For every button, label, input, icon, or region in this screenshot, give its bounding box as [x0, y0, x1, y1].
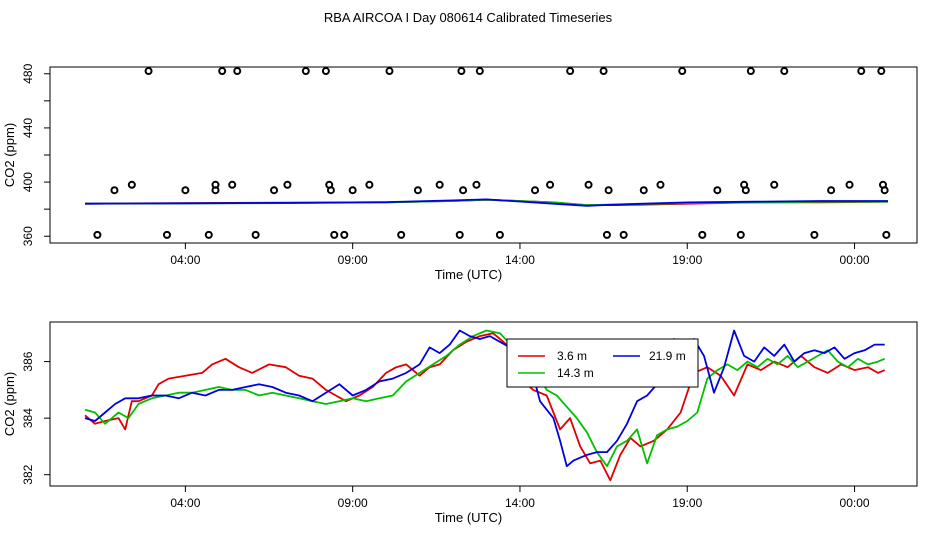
- plot-frame: [49, 66, 918, 244]
- x-tick-label: 04:00: [170, 496, 200, 510]
- data-point: [204, 230, 213, 239]
- y-tick-label: 400: [21, 172, 35, 192]
- data-point: [385, 67, 394, 76]
- data-point: [877, 67, 886, 76]
- data-point: [218, 67, 227, 76]
- data-point: [713, 186, 722, 195]
- data-point: [827, 186, 836, 195]
- data-point: [810, 230, 819, 239]
- data-point: [736, 230, 745, 239]
- data-point: [882, 230, 891, 239]
- data-point: [495, 230, 504, 239]
- x-axis-label: Time (UTC): [435, 267, 502, 282]
- data-point: [741, 186, 750, 195]
- data-point: [93, 230, 102, 239]
- data-point: [127, 180, 136, 189]
- legend-label: 14.3 m: [557, 366, 594, 380]
- plot-frame: [49, 321, 918, 487]
- y-tick-label: 384: [21, 408, 35, 428]
- data-point: [413, 186, 422, 195]
- data-point: [566, 67, 575, 76]
- x-axis: 04:00 09:00 14:00 19:00 00:00 Time (UTC): [170, 486, 870, 525]
- data-point: [780, 67, 789, 76]
- y-axis-label: CO2 (ppm): [2, 372, 17, 436]
- y-tick-label: 360: [21, 226, 35, 246]
- data-point: [857, 67, 866, 76]
- x-tick-label: 09:00: [338, 253, 368, 267]
- y-tick-label: 440: [21, 118, 35, 138]
- legend-label: 3.6 m: [557, 349, 587, 363]
- series-line-219m: [84, 329, 885, 468]
- data-point: [457, 67, 466, 76]
- x-tick-label: 00:00: [840, 253, 870, 267]
- data-point: [546, 180, 555, 189]
- data-point: [301, 67, 310, 76]
- data-point: [531, 186, 540, 195]
- y-tick-label: 386: [21, 351, 35, 371]
- data-point: [880, 186, 889, 195]
- data-point: [348, 186, 357, 195]
- x-axis-label: Time (UTC): [435, 510, 502, 525]
- x-tick-label: 04:00: [170, 253, 200, 267]
- data-point: [330, 230, 339, 239]
- legend-label: 21.9 m: [649, 349, 686, 363]
- data-point: [698, 230, 707, 239]
- data-point: [619, 230, 628, 239]
- series-line-36m: [84, 332, 886, 482]
- y-axis: 360 400 440 480 CO2 (ppm): [2, 63, 50, 246]
- data-point: [365, 180, 374, 189]
- data-point: [283, 180, 292, 189]
- x-tick-label: 19:00: [672, 496, 702, 510]
- series-line-219m: [84, 198, 888, 207]
- data-point: [321, 67, 330, 76]
- data-point: [110, 186, 119, 195]
- data-point: [340, 230, 349, 239]
- data-point: [656, 180, 665, 189]
- x-tick-label: 00:00: [840, 496, 870, 510]
- legend-box: [506, 338, 699, 388]
- data-point: [602, 230, 611, 239]
- data-point: [639, 186, 648, 195]
- data-point: [770, 180, 779, 189]
- data-point: [584, 180, 593, 189]
- data-point: [845, 180, 854, 189]
- x-tick-label: 19:00: [672, 253, 702, 267]
- data-point: [162, 230, 171, 239]
- x-tick-label: 14:00: [505, 496, 535, 510]
- legend: 3.6 m 21.9 m 14.3 m: [506, 338, 699, 388]
- point-markers: [93, 67, 891, 239]
- data-point: [144, 67, 153, 76]
- data-point: [326, 186, 335, 195]
- y-tick-label: 480: [21, 63, 35, 83]
- y-axis-label: CO2 (ppm): [2, 123, 17, 187]
- data-point: [604, 186, 613, 195]
- data-point: [270, 186, 279, 195]
- data-point: [181, 186, 190, 195]
- data-point: [459, 186, 468, 195]
- data-point: [599, 67, 608, 76]
- data-point: [678, 67, 687, 76]
- data-point: [435, 180, 444, 189]
- data-point: [228, 180, 237, 189]
- data-point: [233, 67, 242, 76]
- data-point: [251, 230, 260, 239]
- figure-title: RBA AIRCOA I Day 080614 Calibrated Times…: [324, 10, 613, 25]
- data-point: [475, 67, 484, 76]
- data-point: [472, 180, 481, 189]
- data-point: [746, 67, 755, 76]
- y-tick-label: 382: [21, 464, 35, 484]
- x-tick-label: 14:00: [505, 253, 535, 267]
- data-point: [211, 186, 220, 195]
- top-chart: 04:00 09:00 14:00 19:00 00:00 Time (UTC) 360 40…: [2, 63, 918, 282]
- x-axis: 04:00 09:00 14:00 19:00 00:00 Time (UTC): [170, 243, 870, 282]
- y-axis: 382 384 386 CO2 (ppm): [2, 351, 50, 485]
- data-point: [455, 230, 464, 239]
- data-point: [397, 230, 406, 239]
- series-line-143m: [84, 329, 886, 468]
- x-tick-label: 09:00: [338, 496, 368, 510]
